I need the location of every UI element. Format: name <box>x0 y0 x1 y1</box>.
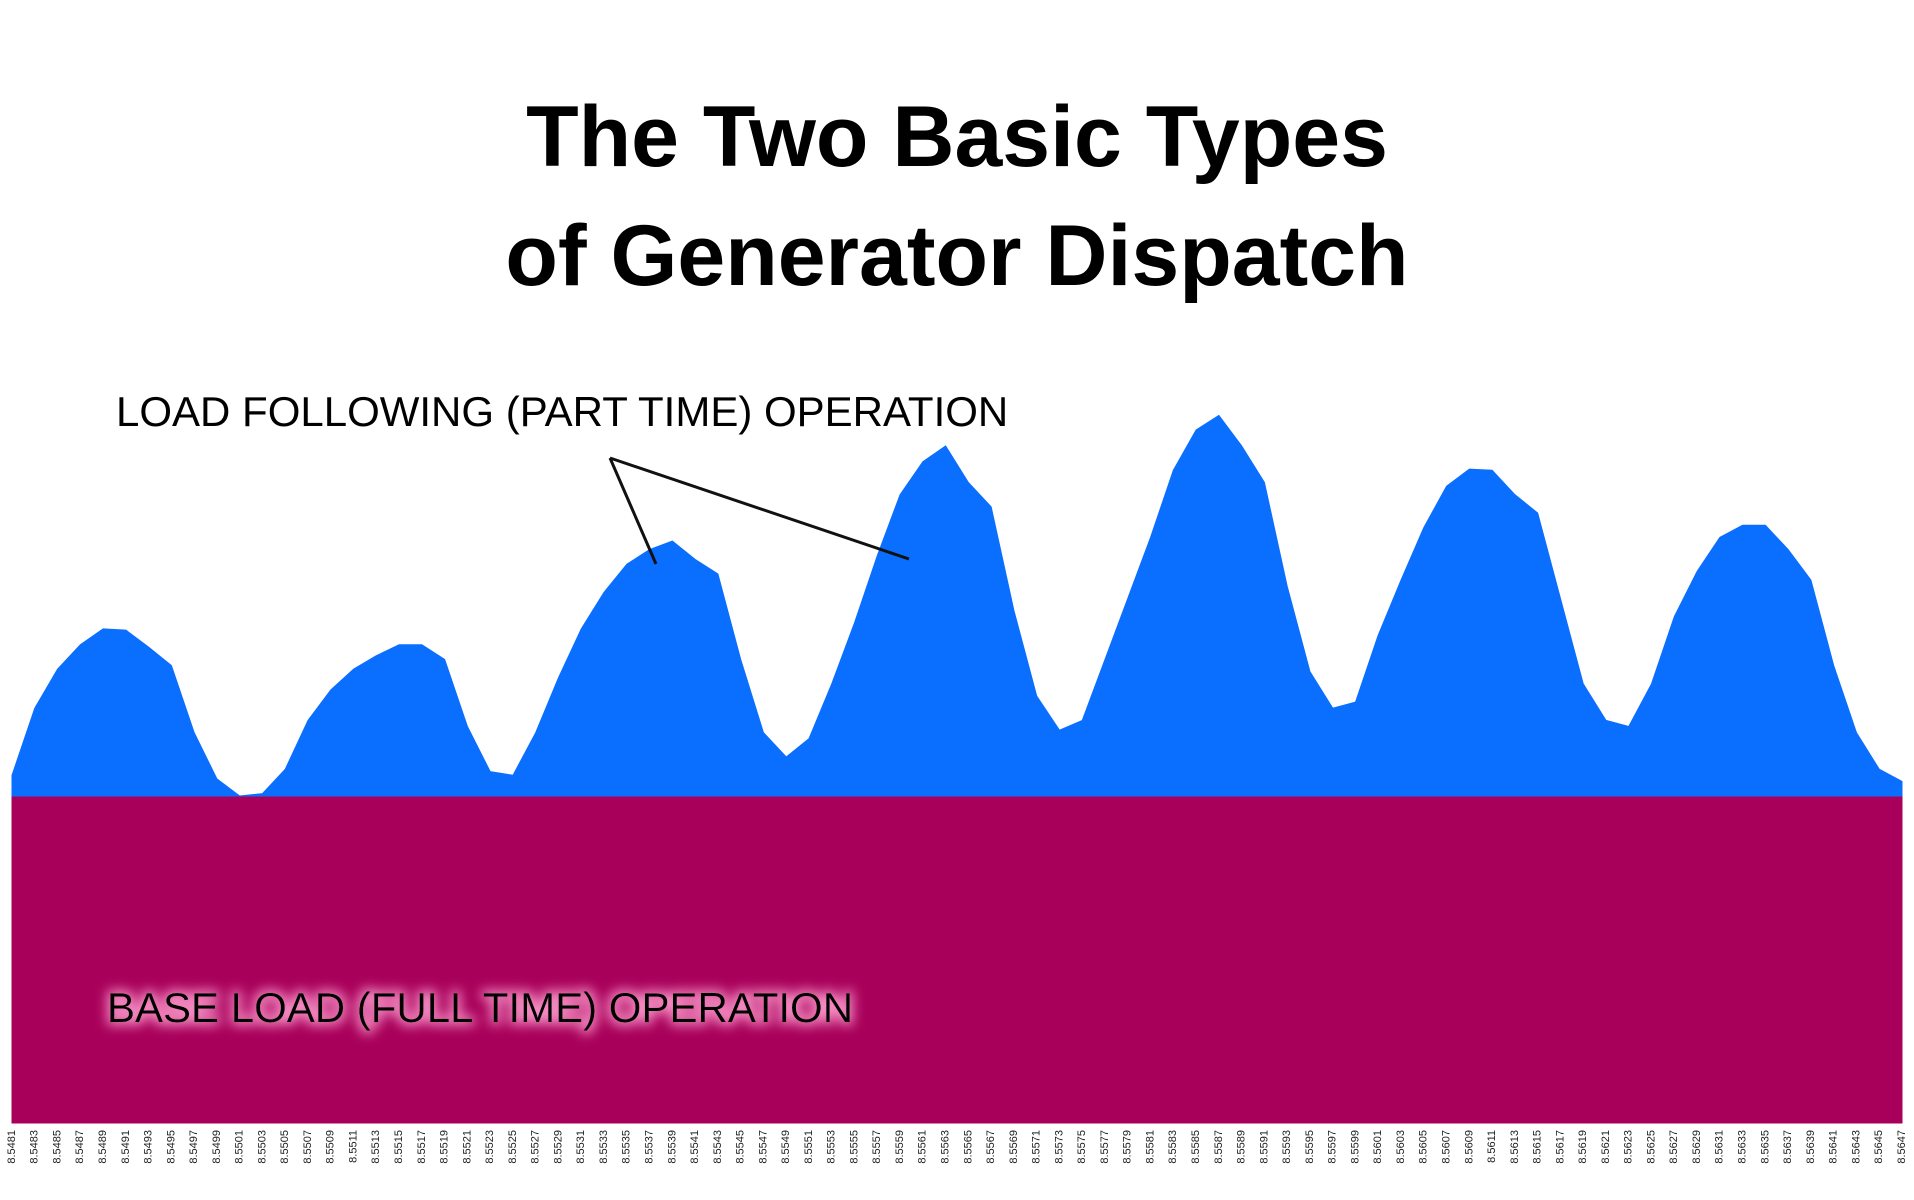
x-tick-label: 8.5609 <box>1463 1130 1475 1164</box>
x-tick-label: 8.5631 <box>1714 1130 1726 1164</box>
x-tick-label: 8.5489 <box>97 1130 109 1164</box>
x-tick-label: 8.5557 <box>871 1130 883 1164</box>
x-tick-label: 8.5513 <box>370 1130 382 1164</box>
x-tick-label: 8.5537 <box>643 1130 655 1164</box>
x-tick-label: 8.5511 <box>347 1130 359 1163</box>
x-tick-label: 8.5539 <box>666 1130 678 1164</box>
x-tick-label: 8.5519 <box>439 1130 451 1164</box>
x-tick-label: 8.5615 <box>1532 1130 1544 1164</box>
x-tick-label: 8.5585 <box>1190 1130 1202 1164</box>
chart-title: The Two Basic Types <box>526 89 1388 185</box>
x-tick-label: 8.5487 <box>74 1130 86 1164</box>
x-tick-label: 8.5581 <box>1144 1130 1156 1164</box>
x-tick-label: 8.5607 <box>1440 1130 1452 1164</box>
x-tick-label: 8.5595 <box>1304 1130 1316 1164</box>
chart-title: of Generator Dispatch <box>505 208 1408 304</box>
x-tick-label: 8.5561 <box>917 1130 929 1164</box>
x-tick-label: 8.5573 <box>1053 1130 1065 1164</box>
x-tick-label: 8.5503 <box>256 1130 268 1164</box>
x-tick-label: 8.5611 <box>1486 1130 1498 1163</box>
x-tick-label: 8.5515 <box>393 1130 405 1164</box>
pointer-line <box>609 456 910 561</box>
x-tick-label: 8.5593 <box>1281 1130 1293 1164</box>
x-tick-label: 8.5569 <box>1008 1130 1020 1164</box>
x-tick-label: 8.5481 <box>6 1130 18 1164</box>
x-tick-label: 8.5551 <box>803 1130 815 1164</box>
x-tick-label: 8.5553 <box>826 1130 838 1164</box>
x-tick-label: 8.5623 <box>1623 1130 1635 1164</box>
x-tick-label: 8.5619 <box>1577 1130 1589 1164</box>
area <box>11 414 1903 797</box>
x-tick-label: 8.5507 <box>302 1130 314 1164</box>
x-tick-label: 8.5635 <box>1759 1130 1771 1164</box>
x-tick-label: 8.5591 <box>1258 1130 1270 1164</box>
x-tick-label: 8.5597 <box>1327 1130 1339 1164</box>
x-tick-label: 8.5521 <box>461 1130 473 1164</box>
x-tick-label: 8.5545 <box>735 1130 747 1164</box>
x-tick-label: 8.5629 <box>1691 1130 1703 1164</box>
pointer-line <box>608 457 658 565</box>
x-tick-label: 8.5555 <box>848 1130 860 1164</box>
area <box>11 795 1903 1124</box>
x-tick-label: 8.5633 <box>1737 1130 1749 1164</box>
x-tick-label: 8.5543 <box>712 1130 724 1164</box>
x-tick-label: 8.5491 <box>120 1130 132 1164</box>
x-tick-label: 8.5547 <box>757 1130 769 1164</box>
x-tick-label: 8.5579 <box>1122 1130 1134 1164</box>
x-tick-label: 8.5509 <box>325 1130 337 1164</box>
x-tick-label: 8.5529 <box>552 1130 564 1164</box>
x-tick-label: 8.5523 <box>484 1130 496 1164</box>
x-tick-label: 8.5493 <box>143 1130 155 1164</box>
x-tick-label: 8.5501 <box>234 1130 246 1164</box>
x-tick-label: 8.5647 <box>1896 1130 1908 1164</box>
x-tick-label: 8.5613 <box>1509 1130 1521 1164</box>
x-tick-label: 8.5603 <box>1395 1130 1407 1164</box>
x-tick-label: 8.5535 <box>621 1130 633 1164</box>
x-tick-label: 8.5527 <box>530 1130 542 1164</box>
x-tick-label: 8.5637 <box>1782 1130 1794 1164</box>
x-tick-label: 8.5563 <box>940 1130 952 1164</box>
x-tick-label: 8.5565 <box>962 1130 974 1164</box>
x-tick-label: 8.5601 <box>1372 1130 1384 1164</box>
x-tick-label: 8.5531 <box>575 1130 587 1164</box>
series-label: LOAD FOLLOWING (PART TIME) OPERATION <box>116 388 1008 435</box>
x-tick-label: 8.5497 <box>188 1130 200 1164</box>
x-tick-label: 8.5627 <box>1668 1130 1680 1164</box>
x-tick-label: 8.5541 <box>689 1130 701 1164</box>
x-tick-label: 8.5587 <box>1213 1130 1225 1164</box>
x-tick-label: 8.5499 <box>211 1130 223 1164</box>
x-tick-label: 8.5641 <box>1828 1130 1840 1164</box>
x-tick-label: 8.5643 <box>1850 1130 1862 1164</box>
plot-area <box>11 414 1903 1124</box>
x-tick-label: 8.5525 <box>507 1130 519 1164</box>
x-tick-label: 8.5639 <box>1805 1130 1817 1164</box>
x-tick-label: 8.5517 <box>416 1130 428 1164</box>
x-tick-label: 8.5645 <box>1873 1130 1885 1164</box>
x-tick-label: 8.5621 <box>1600 1130 1612 1164</box>
x-tick-label: 8.5567 <box>985 1130 997 1164</box>
x-tick-label: 8.5605 <box>1418 1130 1430 1164</box>
x-tick-label: 8.5533 <box>598 1130 610 1164</box>
x-tick-label: 8.5575 <box>1076 1130 1088 1164</box>
x-tick-label: 8.5571 <box>1031 1130 1043 1164</box>
x-tick-label: 8.5599 <box>1349 1130 1361 1164</box>
x-tick-label: 8.5583 <box>1167 1130 1179 1164</box>
x-tick-label: 8.5505 <box>279 1130 291 1164</box>
series-label: BASE LOAD (FULL TIME) OPERATION <box>107 984 853 1031</box>
x-tick-label: 8.5483 <box>29 1130 41 1164</box>
x-tick-label: 8.5625 <box>1645 1130 1657 1164</box>
x-tick-label: 8.5559 <box>894 1130 906 1164</box>
x-tick-label: 8.5485 <box>51 1130 63 1164</box>
x-tick-label: 8.5589 <box>1236 1130 1248 1164</box>
x-tick-label: 8.5617 <box>1554 1130 1566 1164</box>
x-tick-label: 8.5549 <box>780 1130 792 1164</box>
x-tick-label: 8.5577 <box>1099 1130 1111 1164</box>
x-tick-label: 8.5495 <box>165 1130 177 1164</box>
